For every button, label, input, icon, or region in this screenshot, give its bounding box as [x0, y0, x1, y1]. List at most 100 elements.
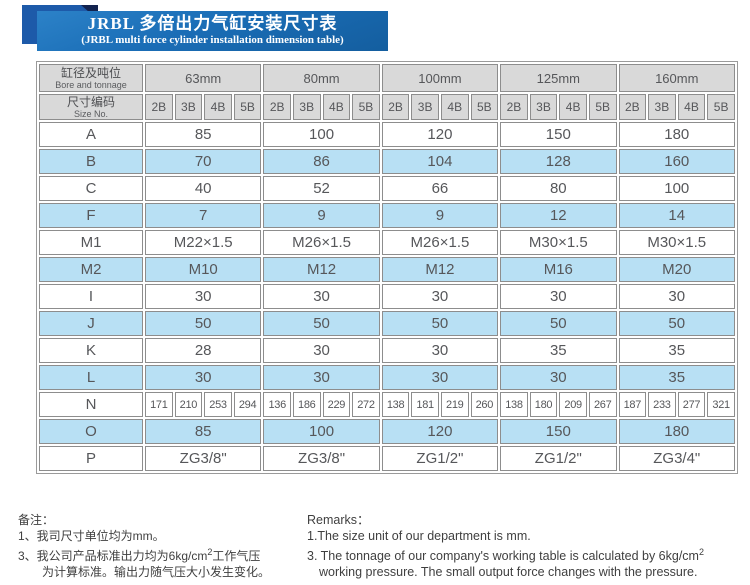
dimension-value-cell: 30 [263, 365, 380, 390]
dimension-value-cell: 28 [145, 338, 262, 363]
dimension-value-cell: 50 [500, 311, 617, 336]
size-header: 2B [500, 94, 528, 120]
size-header: 4B [322, 94, 351, 120]
dimension-value-cell: 181 [411, 392, 439, 417]
dimension-value-cell: M26×1.5 [263, 230, 380, 255]
table-row: A 85 100 120 150 180 [39, 122, 735, 147]
table-row: B 70 86 104 128 160 [39, 149, 735, 174]
dimension-value-cell: 233 [648, 392, 676, 417]
bore-tonnage-header: 缸径及吨位 Bore and tonnage [39, 64, 143, 92]
row-label: J [39, 311, 143, 336]
bore-header: 80mm [263, 64, 380, 92]
dimension-value-cell: 253 [204, 392, 232, 417]
dimension-value-cell: 12 [500, 203, 617, 228]
dimension-value-cell: 52 [263, 176, 380, 201]
table-row: N 171 210 253 294 136 186 229 272 138 181 219 260 138… [39, 392, 735, 417]
notes-zh-line3-post: 工作气压 [212, 549, 261, 563]
bore-tonnage-label-zh: 缸径及吨位 [60, 66, 121, 80]
dimension-value-cell: 100 [263, 122, 380, 147]
notes-en-line1: 1.The size unit of our department is mm. [307, 529, 531, 543]
notes-en-title: Remarks： [307, 513, 370, 527]
table-head: 缸径及吨位 Bore and tonnage 63mm 80mm 100mm 125mm 1… [39, 64, 735, 120]
dimension-value-cell: 277 [677, 392, 706, 417]
dimension-value-cell: 80 [500, 176, 617, 201]
dimension-value-cell: 50 [381, 311, 499, 336]
row-label: C [39, 176, 143, 201]
dimension-value-cell: M10 [145, 257, 262, 282]
dimension-value-cell: 50 [618, 311, 735, 336]
dimension-value-cell: 35 [500, 338, 617, 363]
dimension-value-cell: 30 [500, 284, 617, 309]
size-header: 5B [707, 94, 735, 120]
dimension-value-cell: 7 [145, 203, 262, 228]
dimension-value-cell: 209 [559, 392, 587, 417]
size-header: 2B [618, 94, 647, 120]
size-header: 2B [145, 94, 173, 120]
table-row: O 85 100 120 150 180 [39, 419, 735, 444]
bore-tonnage-label-en: Bore and tonnage [55, 80, 127, 90]
row-label: A [39, 122, 143, 147]
dimension-value-cell: 30 [263, 338, 380, 363]
dimension-value-cell: 186 [292, 392, 321, 417]
dimension-value-cell: 14 [618, 203, 735, 228]
dimension-value-cell: M22×1.5 [145, 230, 262, 255]
dimension-value-cell: 321 [707, 392, 735, 417]
dimension-value-cell: 85 [145, 419, 262, 444]
row-label: K [39, 338, 143, 363]
header-row-size: 尺寸编码 Size No. 2B 3B 4B 5B 2B 3B 4B 5B 2B 3B 4B 5B 2B 3B… [39, 94, 735, 120]
dimension-value-cell: 138 [500, 392, 528, 417]
notes-en-line4: working pressure. The small output force… [319, 565, 698, 580]
dimension-value-cell: M16 [500, 257, 617, 282]
dimension-table: 缸径及吨位 Bore and tonnage 63mm 80mm 100mm 125mm 1… [36, 61, 738, 474]
size-header: 3B [174, 94, 203, 120]
size-header: 5B [588, 94, 617, 120]
dimension-value-cell: 104 [381, 149, 499, 174]
row-label: L [39, 365, 143, 390]
table-row: C 40 52 66 80 100 [39, 176, 735, 201]
dimension-value-cell: M12 [381, 257, 499, 282]
dimension-value-cell: 120 [381, 419, 499, 444]
notes-zh-title: 备注： [18, 513, 55, 527]
dimension-value-cell: 180 [618, 419, 735, 444]
dimension-value-cell: 260 [470, 392, 499, 417]
dimension-value-cell: 30 [618, 284, 735, 309]
dimension-value-cell: M30×1.5 [500, 230, 617, 255]
dimension-value-cell: 35 [618, 338, 735, 363]
dimension-value-cell: M30×1.5 [618, 230, 735, 255]
size-header: 5B [352, 94, 380, 120]
row-label: P [39, 446, 143, 471]
dimension-value-cell: 128 [500, 149, 617, 174]
dimension-value-cell: 66 [381, 176, 499, 201]
dimension-value-cell: 267 [588, 392, 617, 417]
notes-en-line3-pre: 3. The tonnage of our company's working … [307, 549, 699, 564]
size-header: 4B [677, 94, 706, 120]
title-banner: JRBL 多倍出力气缸安装尺寸表 (JRBL multi force cylin… [37, 11, 388, 51]
table-row: L 30 30 30 30 35 [39, 365, 735, 390]
row-label: M2 [39, 257, 143, 282]
row-label: N [39, 392, 143, 417]
bore-header: 63mm [145, 64, 262, 92]
size-header: 3B [648, 94, 676, 120]
dimension-value-cell: 187 [618, 392, 647, 417]
size-header: 5B [233, 94, 262, 120]
bore-header: 160mm [618, 64, 735, 92]
table-row: P ZG3/8" ZG3/8" ZG1/2" ZG1/2" ZG3/4" [39, 446, 735, 471]
dimension-value-cell: 120 [381, 122, 499, 147]
dimension-value-cell: 150 [500, 419, 617, 444]
notes-en-line3-sup: 2 [698, 547, 704, 557]
notes-zh-line3: 3、我公司产品标准出力均为6kg/cm2工作气压 [18, 544, 305, 564]
notes-zh-line4: 为计算标准。输出力随气压大小发生变化。 [42, 565, 271, 579]
dimension-value-cell: 50 [263, 311, 380, 336]
dimension-value-cell: 294 [233, 392, 262, 417]
dimension-value-cell: ZG1/2" [381, 446, 499, 471]
dimension-value-cell: 9 [381, 203, 499, 228]
notes-en-line3: 3. The tonnage of our company's working … [307, 544, 747, 564]
dimension-value-cell: 30 [381, 365, 499, 390]
size-no-header: 尺寸编码 Size No. [39, 94, 143, 120]
dimension-value-cell: 70 [145, 149, 262, 174]
dimension-value-cell: 171 [145, 392, 173, 417]
dimension-value-cell: 30 [500, 365, 617, 390]
page-title: JRBL 多倍出力气缸安装尺寸表 [87, 14, 338, 33]
dimension-value-cell: 30 [263, 284, 380, 309]
size-header: 3B [292, 94, 321, 120]
